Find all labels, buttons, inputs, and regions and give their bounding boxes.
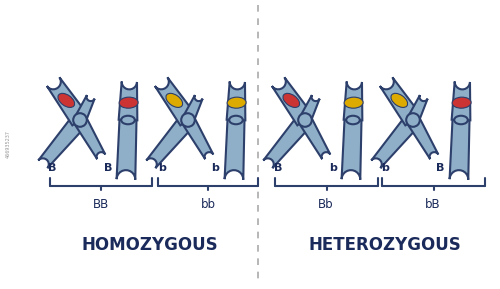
Ellipse shape — [227, 97, 246, 108]
Polygon shape — [182, 95, 203, 123]
Polygon shape — [272, 77, 312, 125]
Ellipse shape — [344, 97, 363, 108]
Ellipse shape — [346, 116, 360, 124]
Polygon shape — [372, 114, 420, 168]
Ellipse shape — [454, 116, 468, 124]
Ellipse shape — [119, 97, 138, 108]
Text: b: b — [211, 163, 219, 173]
Polygon shape — [342, 120, 361, 180]
Polygon shape — [38, 114, 86, 168]
Polygon shape — [182, 116, 214, 159]
Text: bB: bB — [425, 199, 441, 212]
Polygon shape — [155, 77, 196, 125]
Ellipse shape — [181, 113, 195, 127]
Polygon shape — [344, 81, 362, 120]
Polygon shape — [264, 114, 312, 168]
Polygon shape — [116, 120, 136, 180]
Polygon shape — [74, 116, 106, 159]
Ellipse shape — [452, 97, 471, 108]
Ellipse shape — [166, 93, 182, 108]
Polygon shape — [450, 120, 469, 180]
Ellipse shape — [298, 113, 312, 127]
Polygon shape — [47, 77, 88, 125]
Text: HETEROZYGOUS: HETEROZYGOUS — [308, 236, 462, 254]
Text: Bb: Bb — [318, 199, 334, 212]
Text: bb: bb — [200, 199, 216, 212]
Ellipse shape — [391, 93, 407, 108]
Polygon shape — [146, 114, 194, 168]
Polygon shape — [224, 120, 244, 180]
Text: 466935237: 466935237 — [6, 130, 10, 158]
Polygon shape — [299, 116, 330, 159]
Ellipse shape — [73, 113, 87, 127]
Text: B: B — [104, 163, 112, 173]
Ellipse shape — [58, 93, 74, 108]
Ellipse shape — [121, 116, 135, 124]
Ellipse shape — [406, 113, 420, 127]
Text: b: b — [329, 163, 337, 173]
Polygon shape — [408, 95, 428, 123]
Text: B: B — [48, 163, 56, 173]
Polygon shape — [74, 95, 94, 123]
Text: B: B — [274, 163, 282, 173]
Text: HOMOZYGOUS: HOMOZYGOUS — [82, 236, 218, 254]
Polygon shape — [118, 81, 138, 120]
Ellipse shape — [283, 93, 300, 108]
Text: B: B — [436, 163, 444, 173]
Polygon shape — [407, 116, 438, 159]
Text: b: b — [158, 163, 166, 173]
Polygon shape — [226, 81, 246, 120]
Polygon shape — [452, 81, 470, 120]
Polygon shape — [300, 95, 320, 123]
Text: b: b — [381, 163, 389, 173]
Polygon shape — [380, 77, 420, 125]
Ellipse shape — [229, 116, 243, 124]
Text: BB: BB — [93, 199, 109, 212]
